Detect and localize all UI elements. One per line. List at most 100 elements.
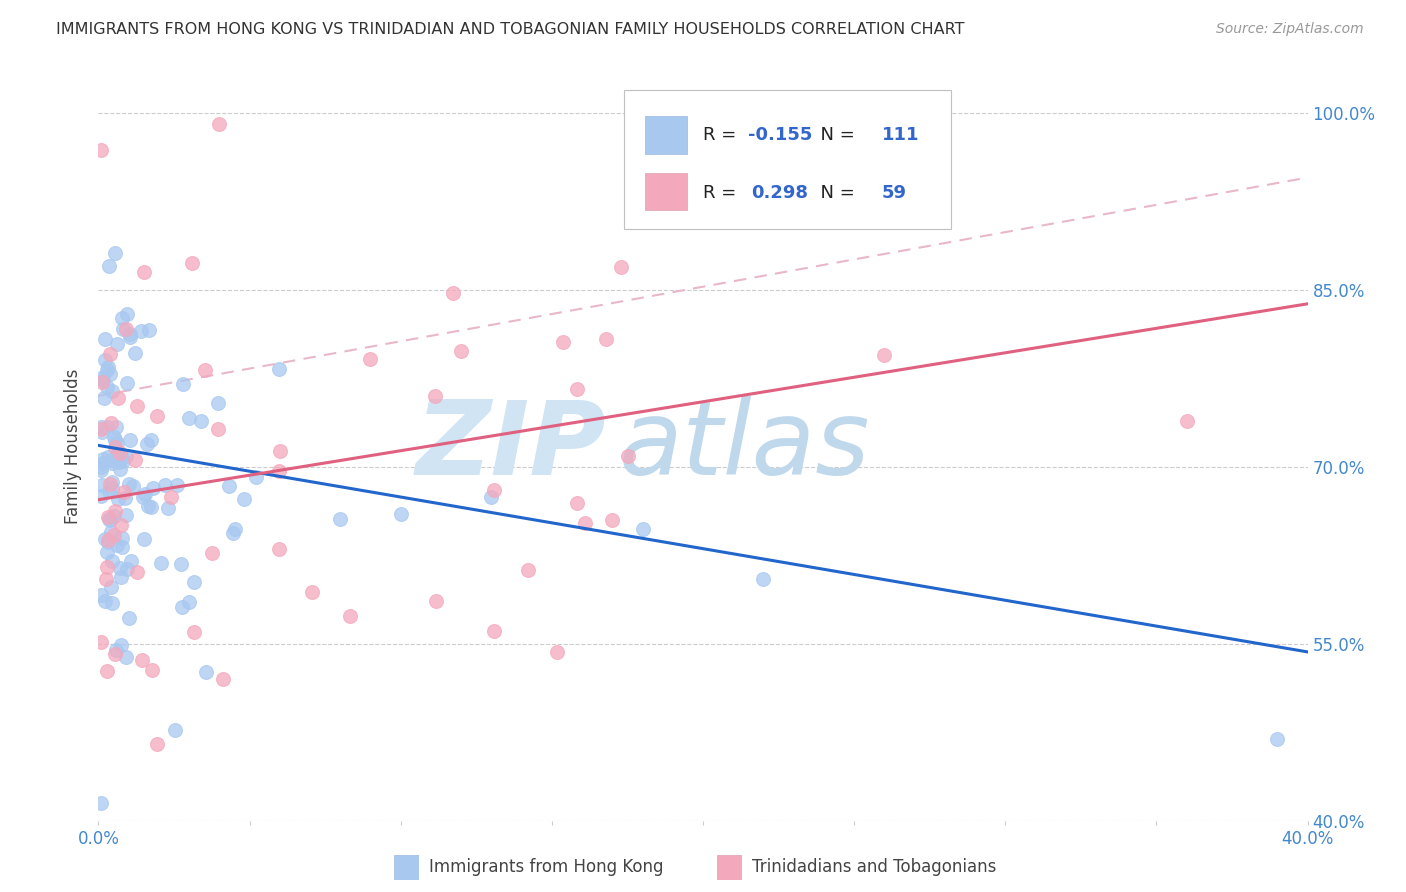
Point bbox=[90, 143, 112, 157]
Point bbox=[104, 245, 127, 260]
Point bbox=[97, 259, 120, 273]
Point bbox=[103, 508, 125, 523]
Point bbox=[108, 455, 131, 469]
Point bbox=[107, 391, 129, 405]
Text: Immigrants from Hong Kong: Immigrants from Hong Kong bbox=[429, 858, 664, 876]
Point bbox=[482, 483, 505, 497]
Point bbox=[115, 307, 138, 321]
Point bbox=[150, 556, 173, 570]
Point bbox=[97, 450, 120, 465]
Point bbox=[100, 368, 122, 382]
Point bbox=[98, 477, 121, 491]
Point bbox=[517, 563, 540, 577]
Point bbox=[114, 650, 136, 665]
Text: 111: 111 bbox=[882, 126, 920, 144]
Point bbox=[91, 477, 114, 491]
Point bbox=[107, 447, 129, 461]
FancyBboxPatch shape bbox=[645, 116, 688, 153]
Point bbox=[108, 446, 131, 460]
Point bbox=[245, 470, 267, 484]
Point bbox=[105, 436, 128, 450]
Point bbox=[101, 475, 124, 489]
Point bbox=[631, 522, 654, 536]
Point bbox=[125, 399, 148, 413]
Point bbox=[194, 362, 217, 376]
Point bbox=[91, 373, 114, 387]
Point bbox=[131, 653, 153, 667]
Point bbox=[97, 360, 120, 375]
Point bbox=[177, 411, 200, 425]
Point bbox=[94, 332, 117, 346]
Point bbox=[546, 645, 568, 659]
Point bbox=[600, 513, 623, 527]
Point bbox=[94, 533, 117, 547]
Point bbox=[481, 490, 503, 504]
Point bbox=[97, 533, 120, 547]
Point bbox=[329, 511, 352, 525]
Point bbox=[172, 377, 194, 392]
Point bbox=[90, 635, 112, 649]
Point bbox=[97, 509, 120, 524]
Point bbox=[98, 513, 121, 527]
Point bbox=[145, 737, 167, 751]
Text: N =: N = bbox=[810, 185, 860, 202]
Point bbox=[90, 796, 112, 810]
Point bbox=[183, 574, 205, 589]
Point bbox=[110, 570, 132, 584]
Point bbox=[98, 483, 121, 498]
Point bbox=[124, 346, 146, 360]
Point bbox=[105, 336, 128, 351]
Point bbox=[172, 600, 194, 615]
Point bbox=[100, 524, 122, 539]
Point bbox=[104, 419, 127, 434]
Point bbox=[101, 384, 124, 399]
Point bbox=[129, 324, 152, 338]
Y-axis label: Family Households: Family Households bbox=[65, 368, 83, 524]
Point bbox=[97, 535, 120, 549]
Point bbox=[104, 647, 127, 661]
Point bbox=[160, 491, 183, 505]
Point bbox=[115, 322, 138, 336]
Point bbox=[134, 532, 156, 546]
Point bbox=[232, 491, 254, 506]
Point bbox=[1175, 414, 1198, 428]
Point bbox=[96, 363, 118, 377]
Point bbox=[107, 538, 129, 552]
FancyBboxPatch shape bbox=[624, 90, 950, 228]
Point bbox=[104, 433, 127, 447]
Point bbox=[94, 572, 117, 586]
Point bbox=[425, 594, 447, 608]
Point bbox=[90, 420, 112, 434]
Point bbox=[134, 487, 156, 501]
Point bbox=[110, 638, 132, 652]
Point bbox=[132, 265, 155, 279]
Point bbox=[91, 375, 114, 389]
Point bbox=[91, 451, 114, 466]
Point bbox=[96, 545, 118, 559]
Point bbox=[90, 588, 112, 602]
Point bbox=[553, 335, 575, 350]
Point bbox=[142, 481, 165, 495]
Point bbox=[90, 459, 112, 474]
Point bbox=[1267, 731, 1289, 746]
Point bbox=[110, 517, 132, 532]
Point bbox=[93, 391, 115, 405]
Point bbox=[124, 453, 146, 467]
Point bbox=[118, 330, 141, 344]
Point bbox=[873, 347, 896, 361]
Point bbox=[118, 327, 141, 342]
Point bbox=[105, 643, 128, 657]
Point bbox=[104, 441, 127, 455]
Point bbox=[112, 485, 135, 500]
Point bbox=[110, 462, 132, 476]
Point bbox=[118, 434, 141, 448]
Point bbox=[610, 260, 633, 274]
Point bbox=[111, 454, 134, 468]
Text: 0.298: 0.298 bbox=[751, 185, 808, 202]
Text: N =: N = bbox=[810, 126, 860, 144]
Point bbox=[103, 528, 125, 542]
Point bbox=[96, 419, 118, 434]
Point bbox=[567, 382, 589, 396]
Point bbox=[90, 463, 112, 477]
Point bbox=[115, 562, 138, 576]
